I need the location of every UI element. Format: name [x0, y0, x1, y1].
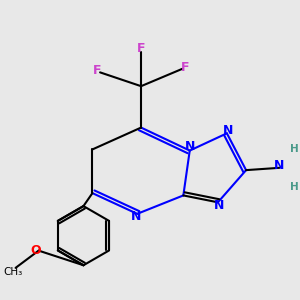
Text: N: N	[223, 124, 233, 137]
Text: H: H	[290, 182, 299, 192]
Text: O: O	[31, 244, 41, 257]
Text: N: N	[130, 210, 141, 223]
Text: H: H	[290, 144, 299, 154]
Text: F: F	[181, 61, 189, 74]
Text: CH₃: CH₃	[3, 267, 22, 277]
Text: N: N	[184, 140, 195, 153]
Text: N: N	[214, 199, 224, 212]
Text: N: N	[274, 158, 285, 172]
Text: F: F	[93, 64, 101, 77]
Text: F: F	[137, 42, 145, 56]
